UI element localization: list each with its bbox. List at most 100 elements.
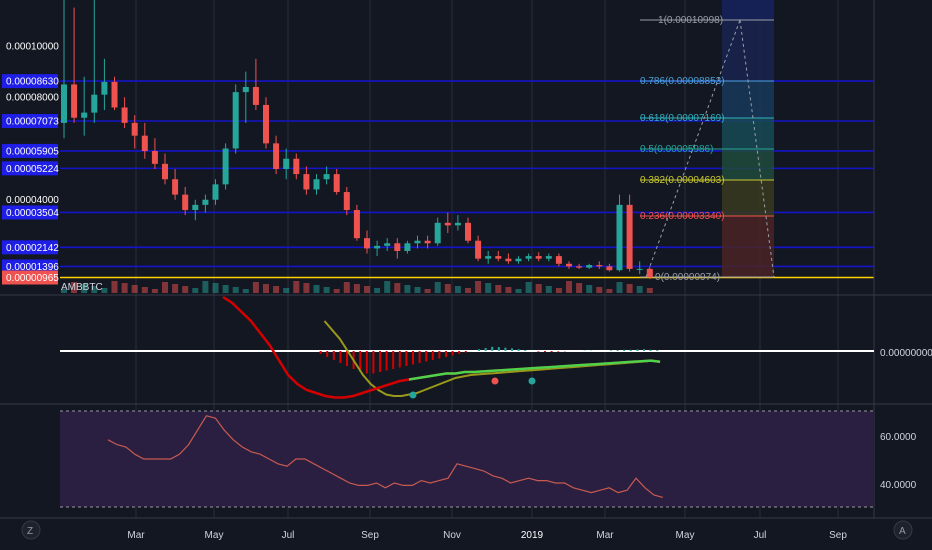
volume-bar-2	[81, 284, 88, 293]
macd-pane[interactable]	[60, 295, 874, 399]
macd-hist-35	[511, 348, 513, 351]
time-tick-0: Mar	[127, 530, 145, 541]
price-label-4: 0.00005905	[6, 146, 59, 157]
time-tick-2: Jul	[282, 530, 295, 541]
fibonacci-retracement[interactable]: 1(0.00010998)0.786(0.00008853)0.618(0.00…	[640, 0, 775, 283]
volume-bar-14	[202, 281, 209, 293]
macd-hist-25	[445, 351, 447, 357]
candle-body-5	[111, 81, 118, 108]
volume-bar-36	[424, 289, 431, 293]
fib-band-3	[722, 149, 774, 180]
macd-hist-54	[636, 349, 639, 351]
volume-bar-8	[141, 287, 148, 293]
candle-body-44	[505, 258, 512, 262]
auto-scale-label: A	[899, 526, 906, 537]
volume-bar-38	[444, 284, 451, 293]
macd-cross-marker-1	[491, 377, 499, 385]
volume-bar-7	[131, 285, 138, 293]
rsi-pane[interactable]	[60, 410, 874, 508]
fib-ratio-6: 0	[655, 272, 661, 283]
rsi-band	[60, 411, 874, 507]
price-label-bg-4	[2, 143, 58, 158]
fib-label-0: 1(0.00010998)	[658, 15, 723, 26]
price-label-bg-5	[2, 161, 58, 176]
volume-bar-56	[626, 284, 633, 293]
candle-body-56	[626, 204, 633, 269]
macd-hist-50	[610, 350, 612, 351]
volume-bar-22	[283, 288, 290, 293]
volume-bar-21	[273, 286, 280, 293]
candle-body-28	[343, 192, 350, 210]
macd-hist-13	[365, 351, 368, 374]
candle-body-3	[91, 94, 98, 113]
candle-body-33	[394, 243, 401, 251]
volume-bar-47	[535, 284, 542, 293]
price-label-7: 0.00003504	[6, 208, 59, 219]
volume-bar-42	[485, 283, 492, 293]
volume-bar-33	[394, 283, 401, 293]
candle-body-38	[444, 222, 451, 226]
volume-bar-49	[555, 288, 562, 293]
fib-ratio-5: 0.236	[640, 211, 665, 222]
fib-price-2: (0.00007169)	[665, 113, 725, 124]
fib-band-2	[722, 118, 774, 149]
candle-body-29	[353, 209, 360, 239]
fib-price-5: (0.00003340)	[665, 211, 725, 222]
macd-hist-32	[491, 346, 494, 351]
volume-bar-0	[61, 289, 67, 293]
candle-body-50	[566, 263, 572, 267]
macd-hist-37	[524, 350, 527, 351]
price-label-bg-9	[2, 259, 58, 274]
candle-body-16	[222, 148, 229, 185]
fib-band-4	[722, 180, 774, 216]
candle-body-58	[646, 268, 653, 278]
volume-bar-6	[121, 283, 128, 293]
macd-cross-marker-2	[528, 377, 536, 385]
fib-band-5	[722, 216, 774, 277]
volume-bar-46	[525, 282, 532, 293]
candle-body-49	[555, 256, 562, 264]
volume-bar-19	[252, 282, 259, 293]
macd-hist-21	[418, 351, 421, 363]
candle-body-30	[364, 238, 370, 249]
time-tick-3: Sep	[361, 530, 379, 541]
macd-hist-22	[425, 351, 428, 362]
macd-hist-18	[398, 351, 401, 368]
candle-body-18	[242, 86, 249, 93]
fib-ratio-4: 0.382	[640, 175, 665, 186]
candle-body-53	[596, 265, 603, 267]
zoom-corner-label: Z	[27, 526, 33, 537]
price-label-0: 0.00010000	[6, 42, 59, 53]
volume-bar-25	[313, 285, 320, 293]
fib-price-0: (0.00010998)	[664, 15, 724, 26]
volume-bar-5	[111, 281, 118, 293]
fib-price-1: (0.00008853)	[665, 76, 725, 87]
time-tick-7: May	[676, 530, 695, 541]
macd-hist-39	[537, 351, 540, 352]
macd-hist-30	[478, 349, 480, 351]
candle-body-21	[273, 143, 280, 169]
fib-label-4: 0.382(0.00004603)	[640, 175, 725, 186]
volume-bar-55	[616, 282, 623, 293]
volume-bar-40	[465, 288, 471, 293]
price-label-bg-7	[2, 205, 58, 220]
price-label-3: 0.00007073	[6, 116, 59, 127]
candle-body-47	[535, 256, 542, 259]
auto-scale-button[interactable]: A	[893, 520, 913, 540]
price-label-bg-3	[2, 113, 58, 128]
time-axis[interactable]: Mar May Jul Sep Nov 2019 Mar May Jul Sep	[127, 530, 847, 541]
zoom-corner-button[interactable]: Z	[21, 520, 41, 540]
rsi-tick-40: 40.0000	[880, 480, 917, 491]
candle-body-4	[101, 81, 108, 95]
price-pane[interactable]: 1(0.00010998)0.786(0.00008853)0.618(0.00…	[60, 0, 874, 293]
macd-hist-26	[451, 351, 454, 356]
macd-line-bullish	[408, 359, 661, 381]
volume-bar-54	[606, 289, 613, 293]
macd-hist-9	[339, 351, 342, 363]
volume-bar-15	[212, 283, 219, 293]
volume-bar-16	[222, 285, 229, 293]
macd-hist-53	[629, 349, 632, 351]
fib-ratio-3: 0.5	[640, 144, 654, 155]
macd-hist-7	[326, 351, 329, 357]
